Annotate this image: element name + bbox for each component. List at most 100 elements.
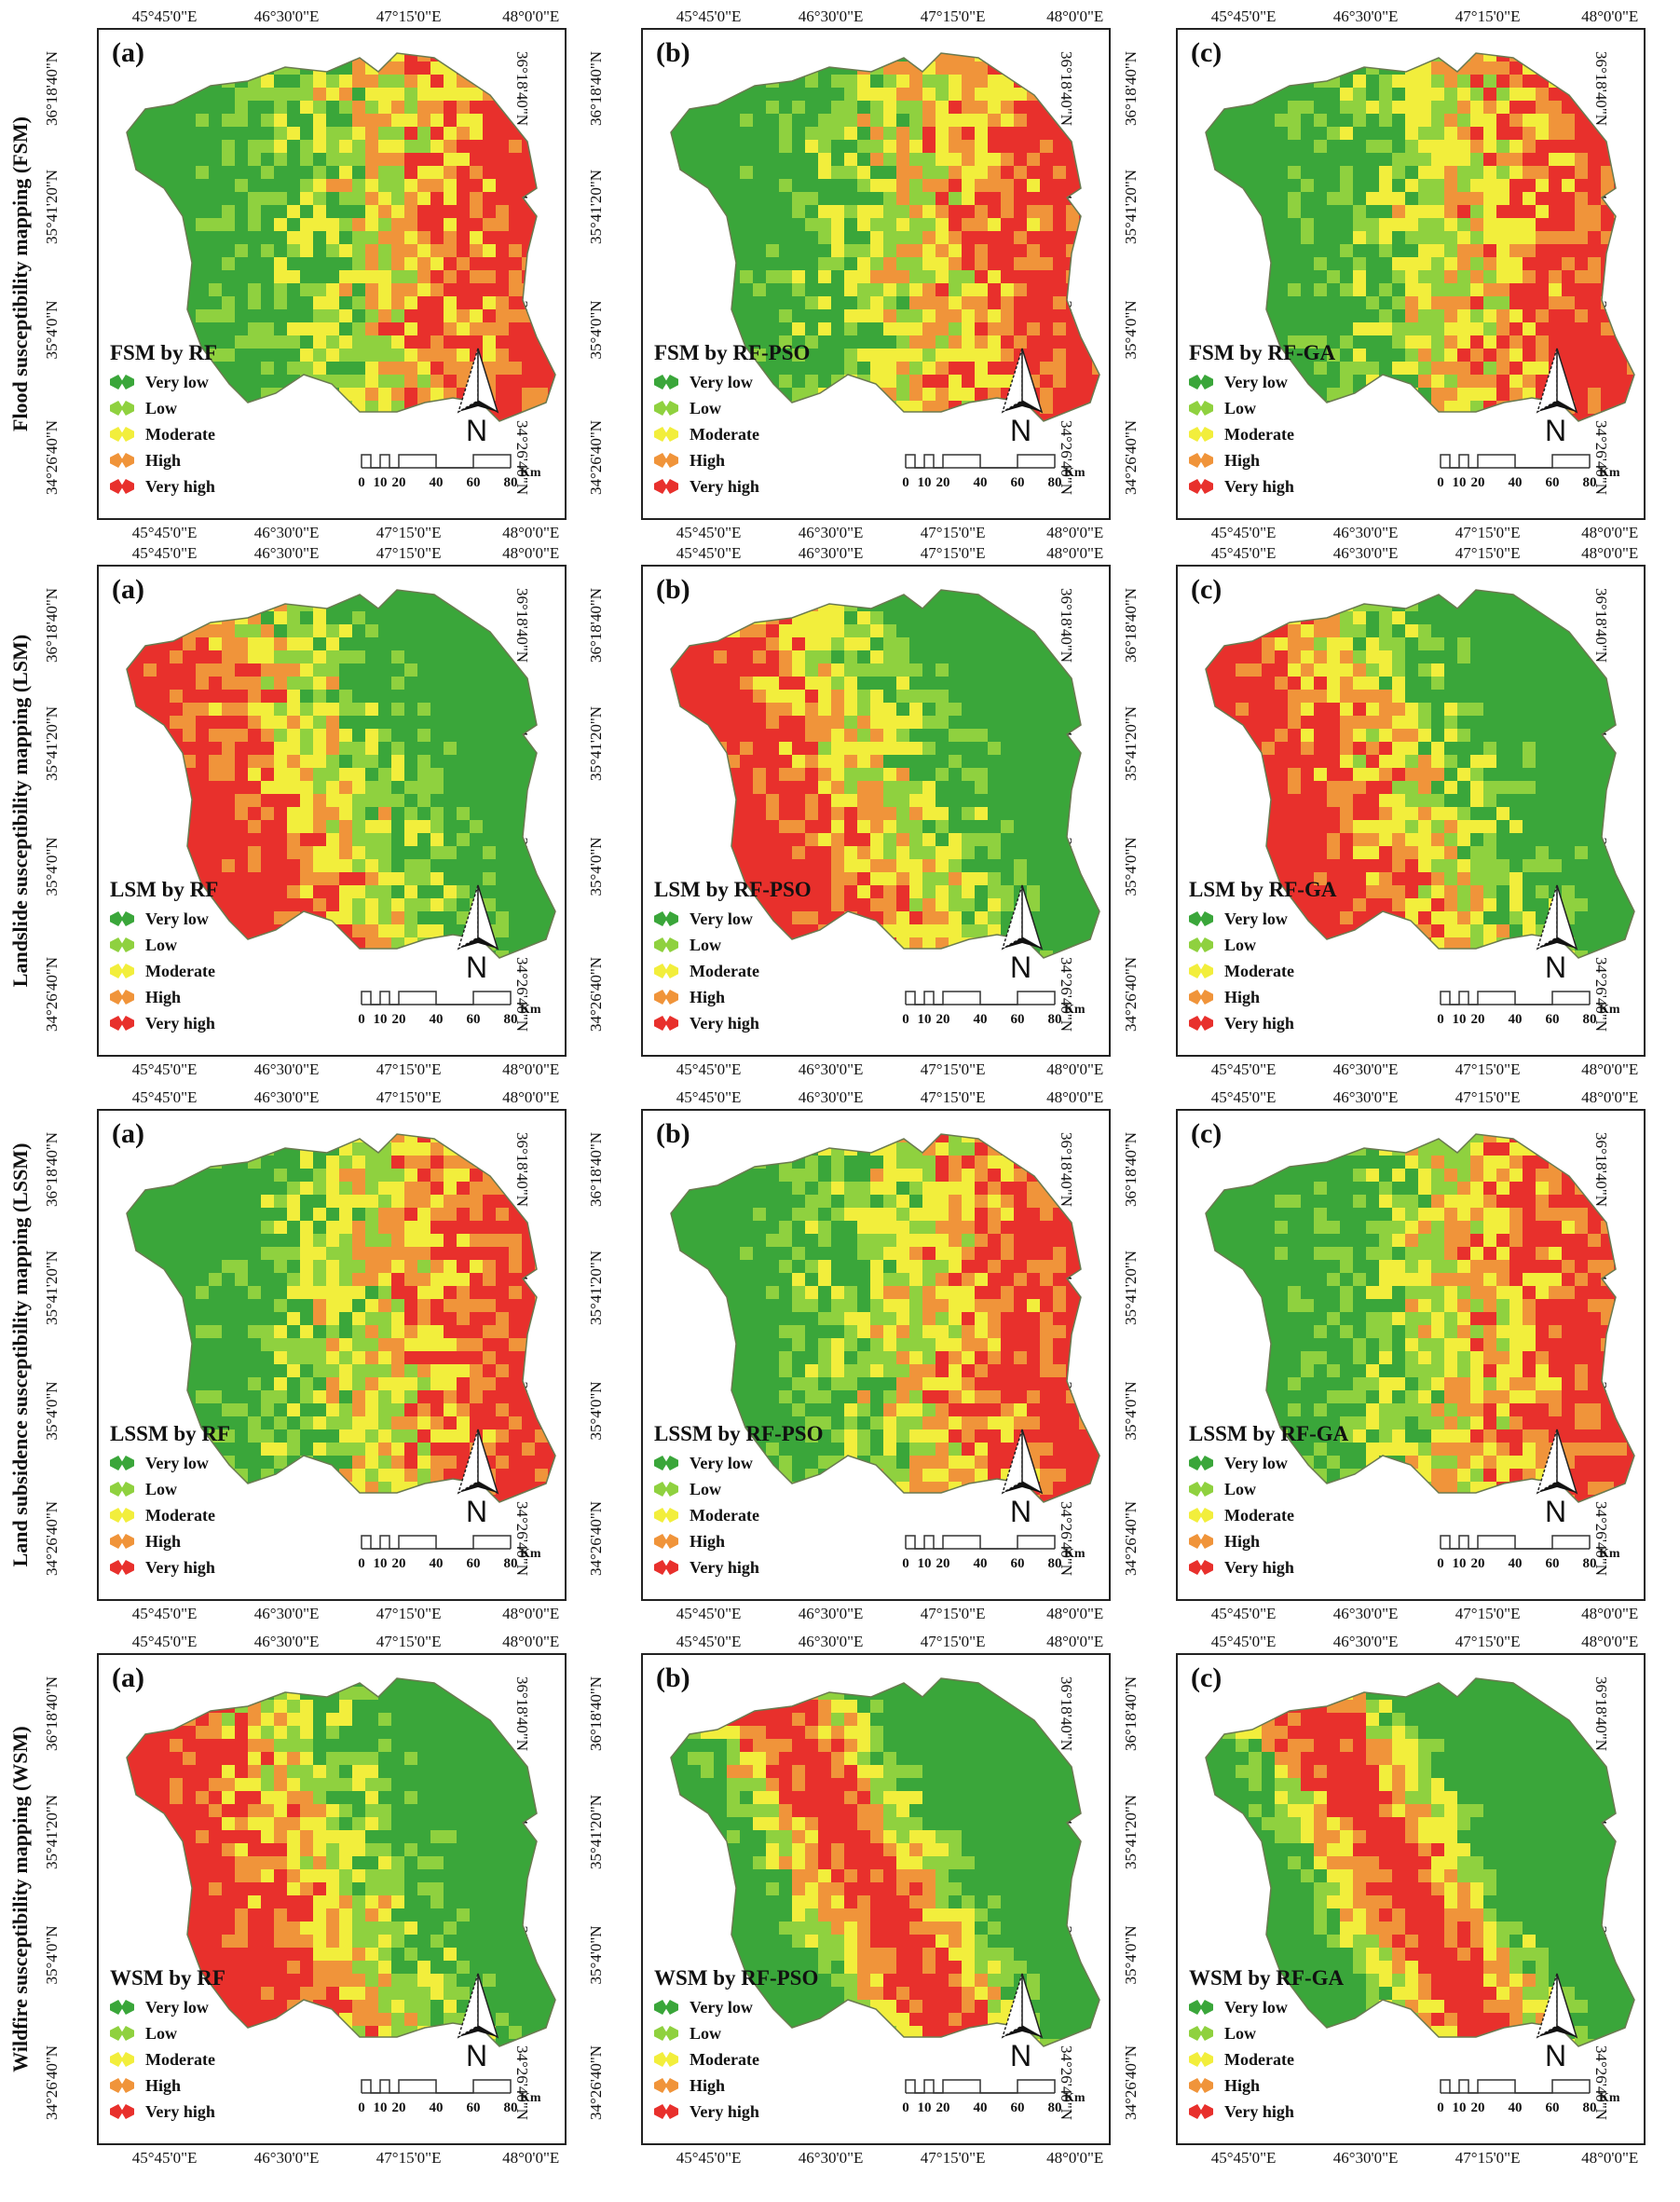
map-cell (1366, 179, 1380, 193)
map-cell (483, 885, 497, 899)
map-cell (535, 101, 549, 115)
map-cell (404, 611, 418, 625)
map-cell (1627, 205, 1634, 219)
map-cell (844, 309, 858, 323)
map-cell (339, 75, 353, 89)
map-cell (339, 101, 353, 115)
map-cell (509, 375, 523, 389)
map-cell (1275, 166, 1289, 180)
map-cell (1444, 205, 1458, 219)
map-cell (1001, 166, 1015, 180)
map-cell (1536, 296, 1550, 310)
map-cell (818, 270, 832, 284)
map-cell (157, 846, 171, 860)
map-cell (1509, 62, 1523, 75)
map-cell (313, 885, 327, 899)
map-cell (378, 296, 392, 310)
map-cell (1418, 231, 1432, 245)
map-cell (209, 833, 223, 847)
map-cell (170, 309, 184, 323)
map-cell (1209, 166, 1223, 180)
map-cell (975, 205, 989, 219)
map-cell (1053, 401, 1067, 415)
map-cell (483, 166, 497, 180)
map-cell (391, 650, 405, 664)
map-cell (457, 192, 471, 206)
map-cell (196, 742, 210, 756)
map-cell (1444, 349, 1458, 362)
lon-tick-label: 45°45'0"E (1210, 7, 1277, 25)
map-cell (988, 590, 1002, 599)
map-cell (1640, 179, 1644, 193)
map-cell (1470, 88, 1484, 102)
map-cell (1001, 703, 1015, 717)
map-cell (1066, 375, 1080, 389)
map-cell (701, 768, 715, 782)
map-cell (287, 270, 301, 284)
map-cell (300, 833, 314, 847)
map-cell (922, 192, 936, 206)
map-cell (1457, 335, 1471, 349)
map-cell (1066, 650, 1080, 664)
map-cell (753, 153, 767, 167)
map-cell (1092, 231, 1100, 245)
map-cell (483, 231, 497, 245)
map-cell (548, 322, 555, 336)
map-cell (1053, 231, 1067, 245)
map-cell (157, 703, 171, 717)
map-cell (1379, 101, 1393, 115)
map-cell (483, 270, 497, 284)
map-cell (1001, 794, 1015, 808)
map-cell (1366, 257, 1380, 271)
map-cell (496, 166, 510, 180)
map-cell (378, 964, 392, 978)
map-cell (1601, 231, 1615, 245)
map-cell (404, 898, 418, 912)
map-cell (1509, 401, 1523, 415)
map-cell (988, 127, 1002, 141)
map-cell (196, 755, 210, 769)
map-cell (988, 75, 1002, 89)
map-cell (300, 768, 314, 782)
lon-tick-label: 45°45'0"E (676, 1060, 742, 1078)
map-cell (1509, 362, 1523, 376)
map-cell (1640, 270, 1644, 284)
map-cell (844, 127, 858, 141)
map-cell (753, 296, 767, 310)
map-cell (1588, 283, 1602, 297)
map-cell (261, 650, 275, 664)
map-cell (896, 362, 910, 376)
map-cell (1640, 88, 1644, 102)
map-cell (209, 624, 223, 638)
map-cell (1327, 114, 1341, 128)
map-cell (1575, 153, 1589, 167)
map-cell (209, 846, 223, 860)
map-cell (766, 270, 780, 284)
map-cell (430, 335, 444, 349)
map-cell (352, 703, 366, 717)
map-cell (1640, 257, 1644, 271)
study-area-outline (126, 52, 556, 422)
legend-label: Very low (145, 909, 209, 928)
map-cell (1562, 53, 1576, 62)
map-cell (805, 703, 819, 717)
map-cell (1444, 427, 1458, 441)
map-cell (805, 375, 819, 389)
map-cell (496, 322, 510, 336)
map-cell (1014, 153, 1028, 167)
map-cell (1222, 114, 1236, 128)
map-cell (1562, 309, 1576, 323)
map-cell (496, 729, 510, 743)
map-cell (936, 768, 949, 782)
map-cell (1496, 362, 1510, 376)
map-cell (988, 637, 1002, 651)
map-cell (444, 716, 458, 730)
map-cell (671, 257, 676, 271)
map-cell (509, 624, 523, 638)
map-cell (1457, 88, 1471, 102)
map-cell (988, 166, 1002, 180)
map-cell (287, 755, 301, 769)
map-cell (378, 75, 392, 89)
map-cell (127, 833, 131, 847)
map-cell (1040, 270, 1054, 284)
